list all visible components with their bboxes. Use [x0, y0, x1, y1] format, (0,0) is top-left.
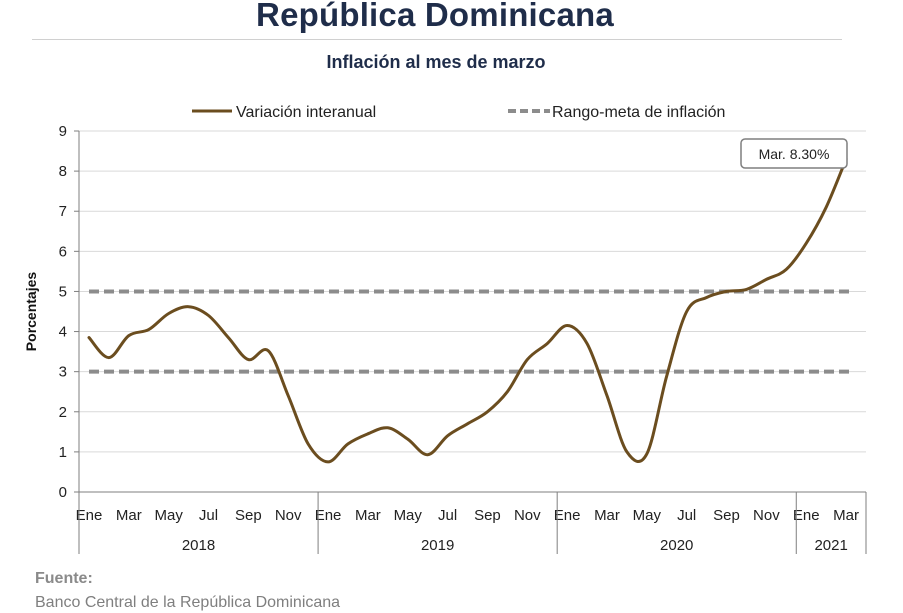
y-tick-label: 8 — [59, 163, 67, 180]
y-tick-label: 2 — [59, 404, 67, 421]
x-month-label: Mar — [833, 507, 859, 524]
legend-label-rango-meta: Rango-meta de inflación — [552, 104, 725, 121]
x-month-label: Nov — [275, 507, 302, 524]
x-year-label: 2019 — [421, 537, 454, 554]
y-tick-label: 9 — [59, 123, 67, 140]
x-month-label: Sep — [235, 507, 262, 524]
y-tick-label: 3 — [59, 364, 67, 381]
y-tick-label: 5 — [59, 283, 67, 300]
title-divider — [32, 39, 842, 40]
x-month-label: Sep — [474, 507, 501, 524]
x-month-label: Sep — [713, 507, 740, 524]
x-month-label: Ene — [315, 507, 342, 524]
x-year-label: 2018 — [182, 537, 215, 554]
x-month-label: Ene — [793, 507, 820, 524]
y-tick-label: 6 — [59, 243, 67, 260]
x-month-label: May — [154, 507, 183, 524]
x-year-label: 2021 — [814, 537, 847, 554]
annotation-box — [740, 138, 848, 169]
x-month-label: Jul — [438, 507, 457, 524]
source-text: Banco Central de la República Dominicana — [35, 594, 341, 611]
y-tick-label: 4 — [59, 324, 67, 341]
source-label: Fuente: — [35, 570, 93, 587]
x-month-label: Jul — [199, 507, 218, 524]
x-month-label: Nov — [514, 507, 541, 524]
x-month-label: Mar — [116, 507, 142, 524]
annotations: Mar. 8.30% — [740, 138, 848, 169]
chart-subtitle: Inflación al mes de marzo — [326, 52, 546, 72]
x-month-label: Mar — [355, 507, 381, 524]
annotation-label: Mar. 8.30% — [759, 146, 830, 162]
x-month-label: May — [394, 507, 423, 524]
x-month-label: May — [633, 507, 662, 524]
series — [87, 157, 848, 464]
x-month-label: Nov — [753, 507, 780, 524]
y-axis-label: Porcentajes — [23, 272, 39, 352]
legend-label-variacion: Variación interanual — [236, 104, 376, 121]
legend: Variación interanual Rango-meta de inflac… — [192, 104, 725, 121]
series-line-variacion-interanual — [87, 157, 848, 464]
x-month-label: Mar — [594, 507, 620, 524]
y-tick-label: 7 — [59, 203, 67, 220]
y-tick-label: 0 — [59, 484, 67, 501]
x-month-label: Ene — [76, 507, 103, 524]
x-month-label: Ene — [554, 507, 581, 524]
x-year-label: 2020 — [660, 537, 693, 554]
chart-title: República Dominicana — [256, 0, 614, 33]
x-month-label: Jul — [677, 507, 696, 524]
y-tick-label: 1 — [59, 444, 67, 461]
axes: 0 1 2 3 4 5 6 7 8 9 Porcentajes Ene Mar May Jul Sep Nov E… — [23, 123, 867, 554]
